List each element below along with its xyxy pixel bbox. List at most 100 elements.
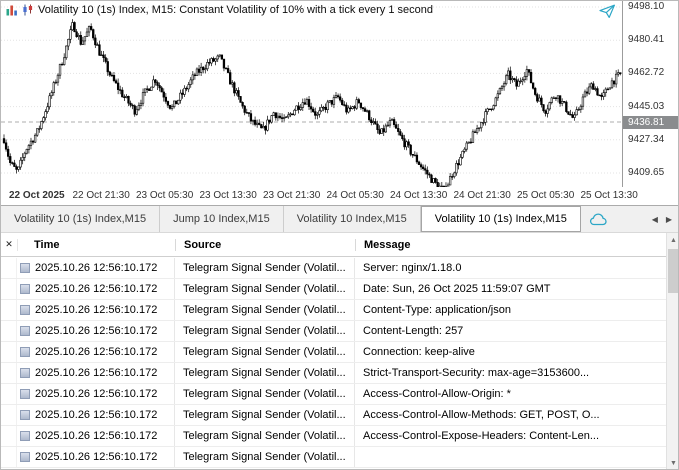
log-cell-message (355, 447, 666, 467)
chart-panel[interactable]: Volatility 10 (1s) Index, M15: Constant … (1, 1, 679, 205)
log-entry-icon (20, 410, 30, 420)
log-cell-source: Telegram Signal Sender (Volatil... (175, 342, 355, 362)
time-axis-label: 25 Oct 13:30 (580, 190, 638, 201)
log-cell-time: 2025.10.26 12:56:10.172 (17, 258, 175, 278)
price-axis[interactable]: 9436.81 9498.10 9480.41 9462.72 9445.03 9427… (623, 1, 678, 187)
log-time-text: 2025.10.26 12:56:10.172 (35, 409, 158, 421)
log-cell-time: 2025.10.26 12:56:10.172 (17, 321, 175, 341)
time-axis-label: 24 Oct 21:30 (453, 190, 511, 201)
log-row[interactable]: 2025.10.26 12:56:10.172 Telegram Signal S… (1, 363, 666, 384)
chart-tab-1[interactable]: Jump 10 Index,M15 (160, 206, 284, 232)
log-cell-message: Content-Type: application/json (363, 304, 511, 316)
row-gutter (1, 384, 17, 404)
log-cell-source: Telegram Signal Sender (Volatil... (175, 363, 355, 383)
cloud-sync-icon[interactable] (581, 206, 616, 232)
log-row[interactable]: 2025.10.26 12:56:10.172 Telegram Signal S… (1, 405, 666, 426)
time-axis-label: 23 Oct 13:30 (199, 190, 257, 201)
log-cell-message: Access-Control-Expose-Headers: Content-L… (363, 430, 599, 442)
time-axis-label: 23 Oct 21:30 (263, 190, 321, 201)
telegram-ea-icon[interactable] (599, 4, 617, 19)
log-row[interactable]: 2025.10.26 12:56:10.172 Telegram Signal S… (1, 258, 666, 279)
log-scrollbar[interactable]: ▲ ▼ (666, 233, 678, 469)
log-row[interactable]: 2025.10.26 12:56:10.172 Telegram Signal S… (1, 342, 666, 363)
chart-title-text: Volatility 10 (1s) Index, M15: Constant … (38, 4, 433, 16)
candlestick-icon (22, 4, 34, 16)
row-gutter (1, 426, 17, 446)
row-gutter (1, 258, 17, 278)
time-axis-label: 23 Oct 05:30 (136, 190, 194, 201)
tabs-scroll-left-icon[interactable]: ◀ (651, 214, 658, 224)
log-time-text: 2025.10.26 12:56:10.172 (35, 367, 158, 379)
log-time-text: 2025.10.26 12:56:10.172 (35, 283, 158, 295)
chart-title: Volatility 10 (1s) Index, M15: Constant … (6, 4, 433, 16)
log-cell-message: Strict-Transport-Security: max-age=31536… (363, 367, 590, 379)
log-row[interactable]: 2025.10.26 12:56:10.172 Telegram Signal S… (1, 426, 666, 447)
price-axis-label: 9445.03 (628, 100, 665, 112)
chart-tab-2[interactable]: Volatility 10 Index,M15 (284, 206, 421, 232)
candlestick-chart[interactable] (1, 1, 679, 205)
log-time-text: 2025.10.26 12:56:10.172 (35, 346, 158, 358)
column-header-source[interactable]: Source (175, 238, 355, 251)
log-entry-icon (20, 452, 30, 462)
log-cell-time: 2025.10.26 12:56:10.172 (17, 384, 175, 404)
price-axis-label: 9462.72 (628, 67, 665, 79)
log-time-text: 2025.10.26 12:56:10.172 (35, 388, 158, 400)
time-axis-label: 22 Oct 21:30 (72, 190, 130, 201)
log-cell-message: Connection: keep-alive (363, 346, 475, 358)
tabs-scroll-right-icon[interactable]: ▶ (665, 214, 672, 224)
log-time-text: 2025.10.26 12:56:10.172 (35, 304, 158, 316)
time-axis[interactable]: 22 Oct 2025 22 Oct 21:30 23 Oct 05:30 23 Oc… (1, 187, 678, 205)
log-entry-icon (20, 326, 30, 336)
log-rows: 2025.10.26 12:56:10.172 Telegram Signal S… (1, 258, 666, 469)
row-gutter (1, 405, 17, 425)
log-cell-time: 2025.10.26 12:56:10.172 (17, 426, 175, 446)
chart-tab-3[interactable]: Volatility 10 (1s) Index,M15 (420, 206, 581, 232)
price-axis-label: 9480.41 (628, 34, 665, 46)
log-entry-icon (20, 431, 30, 441)
log-cell-time: 2025.10.26 12:56:10.172 (17, 342, 175, 362)
log-row[interactable]: 2025.10.26 12:56:10.172 Telegram Signal S… (1, 384, 666, 405)
scrollbar-thumb[interactable] (668, 249, 678, 293)
time-axis-label: 24 Oct 13:30 (390, 190, 448, 201)
log-header-row: ✕ Time Source Message (1, 233, 666, 257)
time-axis-label: 22 Oct 2025 (9, 190, 65, 201)
log-entry-icon (20, 389, 30, 399)
log-cell-time: 2025.10.26 12:56:10.172 (17, 363, 175, 383)
column-header-message[interactable]: Message (355, 238, 666, 251)
row-gutter (1, 279, 17, 299)
log-cell-source: Telegram Signal Sender (Volatil... (175, 426, 355, 446)
log-row[interactable]: 2025.10.26 12:56:10.172 Telegram Signal S… (1, 321, 666, 342)
log-cell-source: Telegram Signal Sender (Volatil... (175, 300, 355, 320)
chart-tab-0[interactable]: Volatility 10 (1s) Index,M15 (1, 206, 161, 232)
log-time-text: 2025.10.26 12:56:10.172 (35, 262, 158, 274)
log-time-text: 2025.10.26 12:56:10.172 (35, 325, 158, 337)
log-cell-message: Access-Control-Allow-Methods: GET, POST,… (363, 409, 600, 421)
log-cell-source: Telegram Signal Sender (Volatil... (175, 321, 355, 341)
scroll-up-icon[interactable]: ▲ (667, 233, 678, 248)
log-cell-message: Content-Length: 257 (363, 325, 464, 337)
row-gutter (1, 321, 17, 341)
log-row[interactable]: 2025.10.26 12:56:10.172 Telegram Signal S… (1, 447, 666, 468)
log-time-text: 2025.10.26 12:56:10.172 (35, 430, 158, 442)
log-row[interactable]: 2025.10.26 12:56:10.172 Telegram Signal S… (1, 279, 666, 300)
log-entry-icon (20, 263, 30, 273)
price-axis-label: 9498.10 (628, 1, 665, 12)
row-gutter (1, 300, 17, 320)
log-entry-icon (20, 284, 30, 294)
log-cell-message: Access-Control-Allow-Origin: * (363, 388, 511, 400)
scroll-down-icon[interactable]: ▼ (667, 456, 678, 469)
chart-tabs: Volatility 10 (1s) Index,M15 Jump 10 Inde… (1, 206, 581, 232)
close-panel-button[interactable]: ✕ (5, 239, 13, 249)
time-axis-label: 25 Oct 05:30 (517, 190, 575, 201)
log-entry-icon (20, 368, 30, 378)
row-gutter (1, 447, 17, 467)
column-header-time[interactable]: Time (17, 238, 175, 251)
tab-navigation: ◀ ▶ (644, 206, 678, 232)
log-cell-time: 2025.10.26 12:56:10.172 (17, 279, 175, 299)
log-row[interactable]: 2025.10.26 12:56:10.172 Telegram Signal S… (1, 300, 666, 321)
log-cell-message: Server: nginx/1.18.0 (363, 262, 462, 274)
log-cell-message: Date: Sun, 26 Oct 2025 11:59:07 GMT (363, 283, 551, 295)
log-cell-source: Telegram Signal Sender (Volatil... (175, 384, 355, 404)
row-gutter (1, 342, 17, 362)
